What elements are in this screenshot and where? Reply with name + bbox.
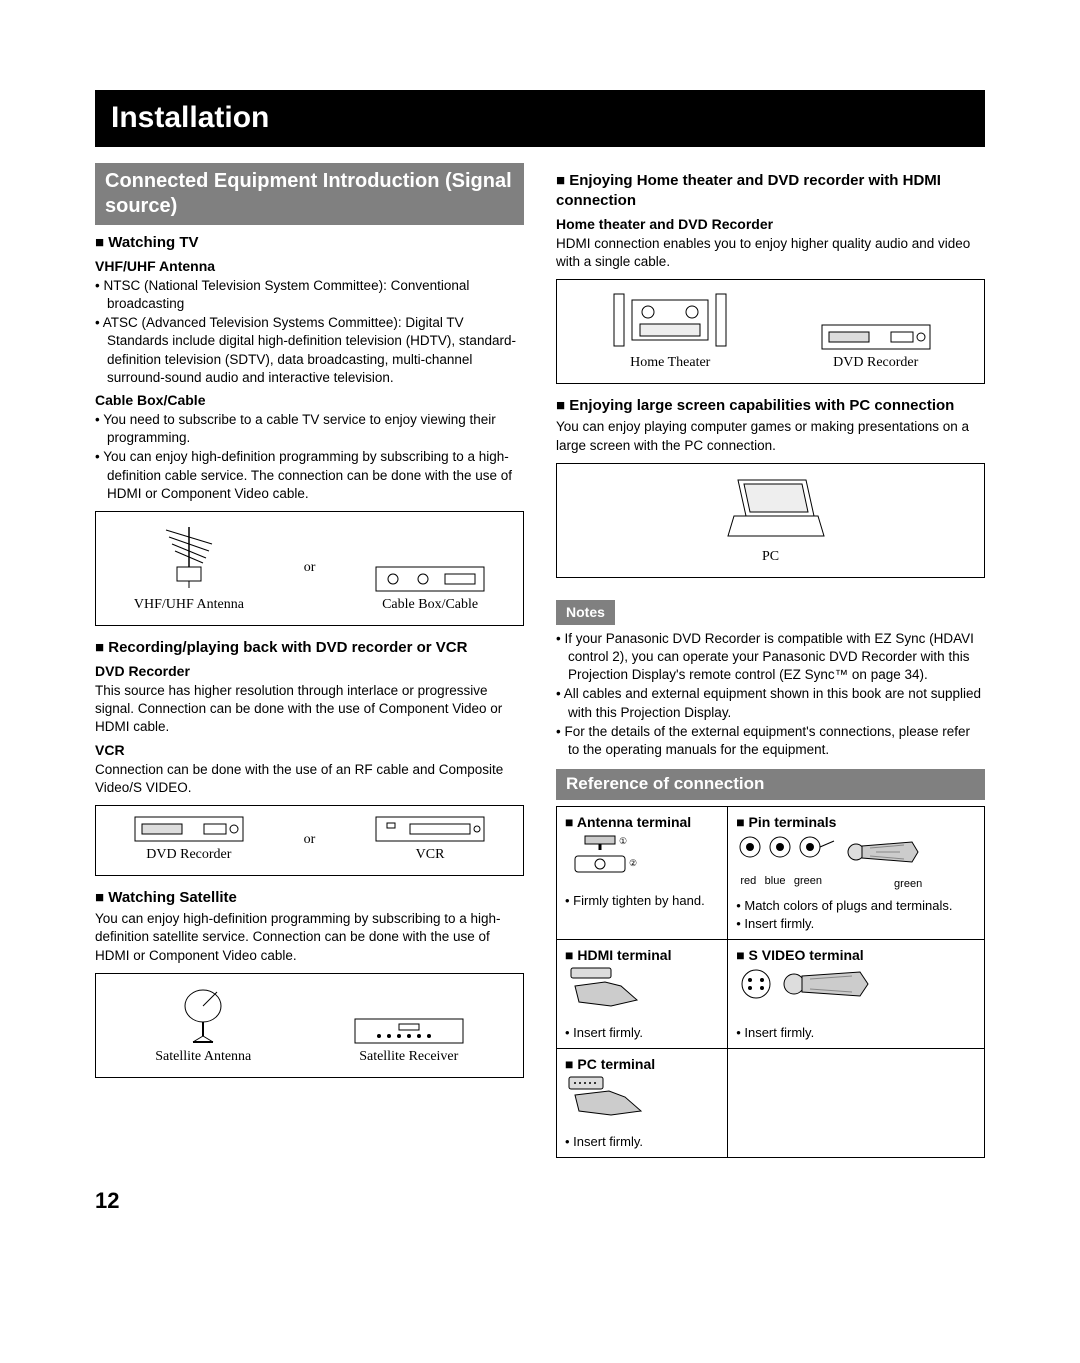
- svideo-plug-icon: [780, 964, 870, 1004]
- svideo-terminal-note: Insert firmly.: [736, 1024, 976, 1042]
- pc-terminal-cell: PC terminal Insert firmly.: [557, 1048, 728, 1157]
- hdmi-terminal-cell: HDMI terminal Insert firmly.: [557, 939, 728, 1048]
- connected-equipment-heading: Connected Equipment Introduction (Signal…: [95, 163, 524, 225]
- dvd-recorder-text: This source has higher resolution throug…: [95, 682, 524, 737]
- dvd-vcr-figure: DVD Recorder or VCR: [95, 805, 524, 876]
- vcr-label: VCR: [95, 741, 524, 760]
- home-theater-item: Home Theater: [610, 290, 730, 373]
- pin-note-2: Insert firmly.: [736, 915, 976, 933]
- notes-list: If your Panasonic DVD Recorder is compat…: [556, 630, 985, 760]
- svg-text:②: ②: [629, 858, 637, 868]
- dvd-recorder-label-2: DVD Recorder: [833, 354, 918, 373]
- notes-badge: Notes: [556, 600, 615, 625]
- home-theater-icon: [610, 290, 730, 350]
- cable-box-figure-item: Cable Box/Cable: [375, 566, 485, 615]
- pin-jacks-icon: red blue green: [736, 835, 836, 889]
- reference-table: Antenna terminal ① ② Firmly tighten by h…: [556, 806, 985, 1157]
- satellite-receiver-item: Satellite Receiver: [354, 1018, 464, 1067]
- hdmi-sub: Home theater and DVD Recorder: [556, 215, 985, 234]
- left-column: Connected Equipment Introduction (Signal…: [95, 163, 524, 1158]
- satellite-antenna-item: Satellite Antenna: [155, 984, 251, 1067]
- cable-bullet-1: You need to subscribe to a cable TV serv…: [95, 411, 524, 447]
- note-1: If your Panasonic DVD Recorder is compat…: [556, 630, 985, 685]
- cable-box-icon: [375, 566, 485, 592]
- pin-green-top-label: green: [794, 874, 822, 889]
- reference-heading: Reference of connection: [556, 769, 985, 800]
- vhf-bullet-1: NTSC (National Television System Committ…: [95, 277, 524, 313]
- pc-heading: Enjoying large screen capabilities with …: [556, 396, 985, 416]
- pin-plug-icon: green: [842, 832, 922, 891]
- vcr-fig-label: VCR: [416, 846, 445, 865]
- hdmi-text: HDMI connection enables you to enjoy hig…: [556, 235, 985, 271]
- page-number: 12: [95, 1186, 985, 1216]
- hdmi-terminal-icon: [565, 964, 655, 1008]
- dvd-recorder-item: DVD Recorder: [821, 324, 931, 373]
- antenna-cable-figure: VHF/UHF Antenna or Cable Box/Cable: [95, 511, 524, 626]
- cable-bullet-2: You can enjoy high-definition programmin…: [95, 448, 524, 503]
- hdmi-heading: Enjoying Home theater and DVD recorder w…: [556, 171, 985, 212]
- antenna-label: VHF/UHF Antenna: [134, 596, 244, 615]
- home-theater-label: Home Theater: [630, 354, 710, 373]
- vcr-text: Connection can be done with the use of a…: [95, 761, 524, 797]
- recording-heading: Recording/playing back with DVD recorder…: [95, 638, 524, 658]
- pc-figure: PC: [556, 463, 985, 578]
- or-label-1: or: [304, 559, 316, 578]
- dvd-fig-label: DVD Recorder: [146, 846, 231, 865]
- svideo-jack-icon: [736, 964, 776, 1004]
- vhf-uhf-list: NTSC (National Television System Committ…: [95, 277, 524, 387]
- pin-blue-label: blue: [765, 874, 786, 889]
- pc-item: PC: [716, 474, 826, 567]
- pc-terminal-title: PC terminal: [565, 1055, 719, 1074]
- antenna-terminal-title: Antenna terminal: [565, 813, 719, 832]
- vhf-uhf-label: VHF/UHF Antenna: [95, 257, 524, 276]
- pin-green-side-label: green: [842, 877, 922, 892]
- cable-box-label: Cable Box/Cable: [95, 391, 524, 410]
- antenna-terminal-cell: Antenna terminal ① ② Firmly tighten by h…: [557, 807, 728, 939]
- two-column-layout: Connected Equipment Introduction (Signal…: [95, 163, 985, 1158]
- svg-text:①: ①: [619, 836, 627, 846]
- note-2: All cables and external equipment shown …: [556, 685, 985, 721]
- pc-text: You can enjoy playing computer games or …: [556, 418, 985, 454]
- dvd-recorder-icon-2: [821, 324, 931, 350]
- dvd-figure-item: DVD Recorder: [134, 816, 244, 865]
- watching-tv-heading: Watching TV: [95, 233, 524, 253]
- laptop-icon: [716, 474, 826, 544]
- hdmi-terminal-note: Insert firmly.: [565, 1024, 719, 1042]
- pin-red-label: red: [740, 874, 756, 889]
- hdmi-figure: Home Theater DVD Recorder: [556, 279, 985, 384]
- svideo-terminal-cell: S VIDEO terminal: [728, 939, 985, 1048]
- satellite-figure: Satellite Antenna Satellite Receiver: [95, 973, 524, 1078]
- antenna-figure-item: VHF/UHF Antenna: [134, 522, 244, 615]
- dvd-recorder-icon: [134, 816, 244, 842]
- right-column: Enjoying Home theater and DVD recorder w…: [556, 163, 985, 1158]
- satellite-antenna-label: Satellite Antenna: [155, 1048, 251, 1067]
- vhf-bullet-2: ATSC (Advanced Television Systems Commit…: [95, 314, 524, 387]
- pc-terminal-icon: [565, 1073, 655, 1117]
- antenna-terminal-icon: ① ②: [565, 832, 655, 876]
- antenna-terminal-note: Firmly tighten by hand.: [565, 892, 719, 910]
- pin-terminals-cell: Pin terminals: [728, 807, 985, 939]
- vcr-figure-item: VCR: [375, 816, 485, 865]
- dvd-recorder-label: DVD Recorder: [95, 662, 524, 681]
- hdmi-terminal-title: HDMI terminal: [565, 946, 719, 965]
- svideo-terminal-title: S VIDEO terminal: [736, 946, 976, 965]
- satellite-heading: Watching Satellite: [95, 888, 524, 908]
- page-title: Installation: [95, 90, 985, 147]
- satellite-receiver-label: Satellite Receiver: [359, 1048, 458, 1067]
- vcr-icon: [375, 816, 485, 842]
- pc-label: PC: [762, 548, 779, 567]
- empty-cell: [728, 1048, 985, 1157]
- satellite-dish-icon: [173, 984, 233, 1044]
- satellite-text: You can enjoy high-definition programmin…: [95, 910, 524, 965]
- cable-box-list: You need to subscribe to a cable TV serv…: [95, 411, 524, 503]
- satellite-receiver-icon: [354, 1018, 464, 1044]
- note-3: For the details of the external equipmen…: [556, 723, 985, 759]
- or-label-2: or: [304, 831, 316, 850]
- cable-box-fig-label: Cable Box/Cable: [382, 596, 478, 615]
- antenna-icon: [154, 522, 224, 592]
- pc-terminal-note: Insert firmly.: [565, 1133, 719, 1151]
- pin-terminals-title: Pin terminals: [736, 813, 976, 832]
- pin-note-1: Match colors of plugs and terminals.: [736, 897, 976, 915]
